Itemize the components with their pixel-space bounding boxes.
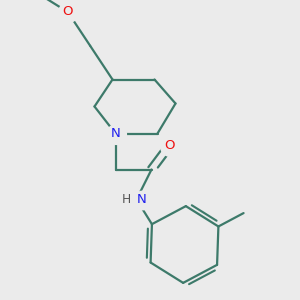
Text: N: N xyxy=(111,127,120,140)
Text: O: O xyxy=(164,139,175,152)
Text: O: O xyxy=(62,5,73,19)
Text: N: N xyxy=(137,193,147,206)
Text: H: H xyxy=(122,193,130,206)
